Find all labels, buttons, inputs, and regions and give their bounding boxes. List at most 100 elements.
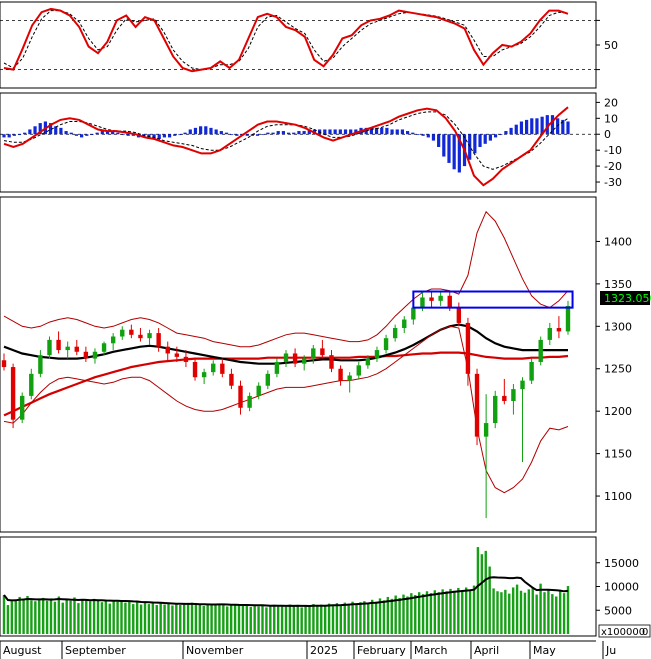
- volume-bar: [425, 591, 429, 634]
- macd-histogram-bar: [162, 134, 167, 138]
- volume-bar: [182, 603, 186, 634]
- macd-histogram-bar: [530, 118, 534, 135]
- candle-body: [447, 295, 452, 308]
- last-price-label: 1323.050: [604, 292, 651, 305]
- macd-histogram-bar: [297, 131, 301, 135]
- macd-histogram-bar: [131, 134, 135, 136]
- price-tick-label: 1250: [604, 363, 632, 376]
- volume-bar: [378, 598, 382, 634]
- volume-bar: [488, 566, 491, 634]
- volume-bar: [85, 600, 88, 634]
- macd-histogram-bar: [266, 132, 270, 135]
- volume-bar: [417, 592, 421, 634]
- volume-bar: [194, 605, 198, 634]
- macd-histogram-bar: [204, 126, 208, 135]
- volume-bar: [292, 605, 296, 634]
- candle-body: [520, 380, 525, 390]
- time-axis-label: February: [357, 644, 406, 657]
- candle-body: [392, 328, 398, 339]
- volume-bar: [394, 595, 397, 634]
- macd-histogram-bar: [364, 127, 368, 135]
- macd-histogram-bar: [173, 134, 177, 136]
- volume-bar: [527, 589, 531, 634]
- volume-tick-label: 15000: [604, 557, 639, 570]
- volume-bar: [402, 594, 405, 634]
- candle-body: [311, 348, 316, 359]
- volume-bar: [508, 593, 511, 634]
- volume-bar: [551, 594, 554, 634]
- macd-panel: 20 10 0 -10 -20 -30: [0, 92, 622, 193]
- volume-bar: [61, 602, 64, 634]
- macd-histogram-bar: [468, 134, 472, 160]
- volume-bar: [496, 591, 499, 634]
- volume-bar: [128, 600, 131, 634]
- macd-histogram-bar: [23, 132, 27, 135]
- price-axis: 1400 1350 1300 1250 1200 1150 1100: [596, 235, 632, 503]
- volume-bar: [257, 606, 260, 634]
- volume-bar: [151, 601, 155, 634]
- macd-histogram-bar: [442, 134, 446, 157]
- candle-body: [365, 358, 371, 366]
- candle-body: [229, 373, 234, 386]
- volume-bar: [253, 605, 256, 634]
- volume-bar: [171, 605, 174, 634]
- macd-histogram-bar: [426, 134, 430, 138]
- macd-tick-label: -20: [604, 160, 622, 173]
- macd-tick-label: -10: [604, 144, 622, 157]
- volume-bar: [453, 590, 456, 634]
- macd-histogram-bar: [457, 134, 461, 173]
- volume-bar: [190, 602, 194, 634]
- time-axis-label: November: [186, 644, 244, 657]
- candle-body: [301, 358, 307, 364]
- candle-body: [502, 395, 507, 401]
- volume-bar: [500, 592, 503, 634]
- volume-bar: [296, 605, 299, 634]
- volume-bar: [421, 594, 425, 634]
- candle-body: [320, 348, 325, 356]
- macd-histogram-bar: [157, 134, 161, 140]
- candle-body: [556, 328, 562, 332]
- macd-histogram-bar: [281, 131, 286, 135]
- volume-bar: [476, 547, 480, 634]
- volume-bar: [202, 605, 205, 634]
- macd-histogram-bar: [80, 134, 84, 138]
- volume-bar: [265, 607, 268, 634]
- macd-histogram-bar: [473, 134, 477, 154]
- macd-histogram-bar: [369, 127, 373, 135]
- macd-series-line: [3, 111, 569, 170]
- candle-body: [511, 389, 516, 401]
- volume-bar: [2, 595, 6, 634]
- volume-bar: [359, 602, 362, 634]
- macd-histogram-bar: [488, 134, 492, 141]
- candle-body: [383, 338, 389, 351]
- volume-average-line: [3, 576, 569, 608]
- volume-bar: [382, 600, 386, 634]
- volume-bar: [535, 594, 538, 634]
- macd-histogram-bar: [276, 131, 280, 135]
- macd-tick-label: 10: [604, 112, 618, 125]
- candle-body: [256, 385, 261, 396]
- macd-histogram-bar: [111, 131, 115, 135]
- candle-body: [356, 365, 361, 376]
- volume-bar: [547, 590, 550, 634]
- time-axis-label: 2025: [310, 644, 338, 657]
- stochastic-axis: 50: [596, 19, 618, 71]
- macd-histogram-bar: [343, 129, 348, 135]
- candle-body: [529, 361, 534, 381]
- volume-bar: [124, 602, 127, 634]
- price-band-upper-line: [3, 210, 569, 348]
- macd-histogram-bar: [338, 129, 342, 135]
- macd-histogram-bar: [385, 127, 389, 135]
- volume-bar: [370, 599, 374, 634]
- volume-bar: [57, 596, 61, 634]
- macd-histogram-bar: [550, 115, 555, 135]
- volume-bar: [398, 597, 401, 634]
- candle-body: [292, 353, 298, 364]
- macd-histogram-bar: [69, 132, 73, 135]
- volume-bar: [38, 599, 41, 634]
- volume-bar: [300, 607, 303, 634]
- volume-bar: [30, 600, 33, 634]
- macd-histogram-bar: [230, 134, 234, 136]
- volume-bar: [237, 605, 241, 634]
- volume-bar: [519, 590, 523, 634]
